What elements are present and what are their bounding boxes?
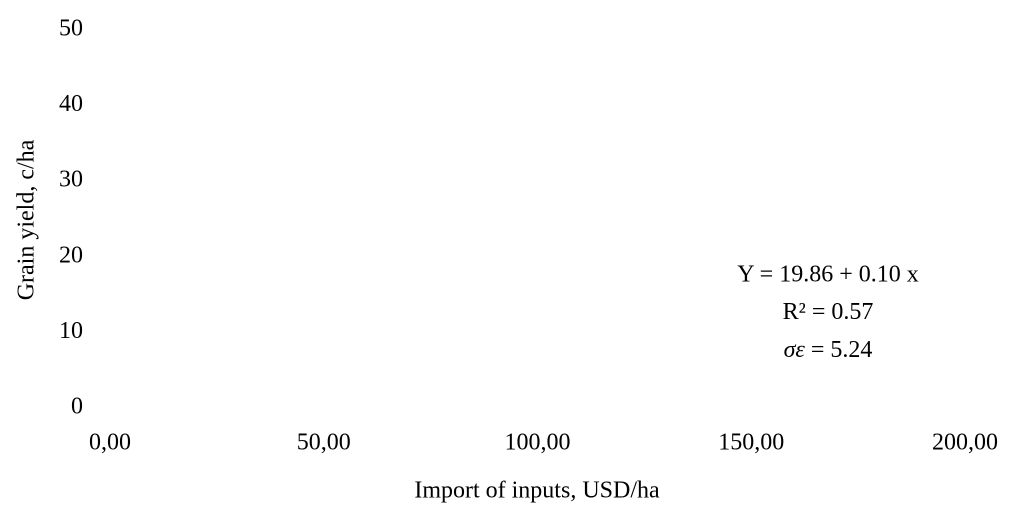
x-tick-label: 50,00 <box>297 430 351 456</box>
x-tick-label: 100,00 <box>505 430 571 456</box>
x-axis-label: Import of inputs, USD/ha <box>414 478 660 504</box>
y-tick-label: 10 <box>59 318 83 344</box>
y-tick-label: 20 <box>59 242 83 268</box>
x-tick-label: 200,00 <box>932 430 998 456</box>
y-axis-label: Grain yield, c/ha <box>14 139 40 300</box>
annotation: σε = 5.24 <box>784 337 873 363</box>
annotation: R² = 0.57 <box>783 299 874 325</box>
y-tick-label: 30 <box>59 167 83 193</box>
annotation: Y = 19.86 + 0.10 x <box>737 262 919 288</box>
y-tick-label: 50 <box>59 16 83 42</box>
x-tick-label: 150,00 <box>718 430 784 456</box>
x-tick-label: 0,00 <box>89 430 131 456</box>
y-tick-label: 0 <box>71 394 83 420</box>
y-tick-label: 40 <box>59 91 83 117</box>
